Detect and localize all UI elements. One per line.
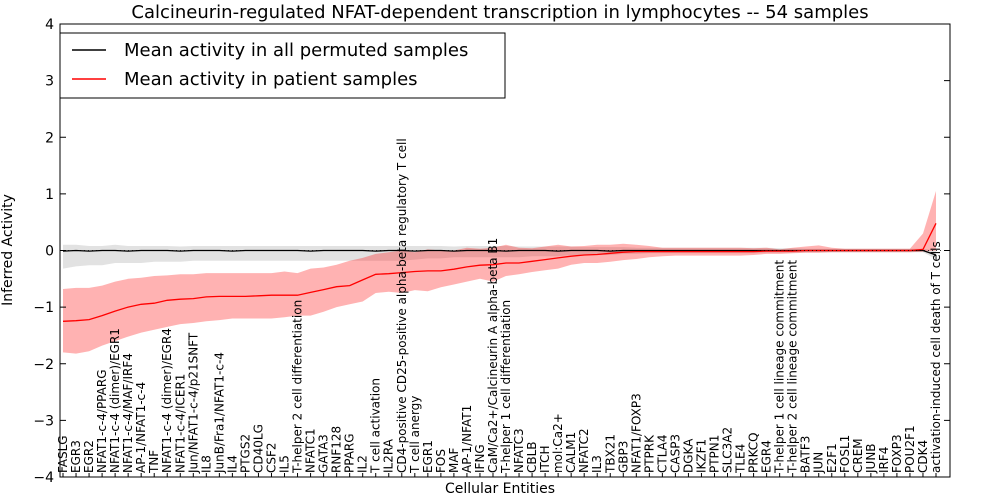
x-tick-label: PPARG [343,433,357,473]
x-tick-label: POU2F1 [903,425,917,473]
plot-area [59,23,951,478]
x-tick-label: AP-1/NFAT1 [460,405,474,473]
x-tick-label: CASP3 [668,434,682,473]
x-tick-label: FOS [434,449,448,473]
x-tick-label: CREM [851,438,865,473]
x-tick-label: T-helper 1 cell lineage commitment [773,260,787,474]
x-tick-label: IL3 [590,455,604,473]
x-tick-label: PTPRK [642,434,656,473]
legend-label-patient: Mean activity in patient samples [124,69,418,90]
y-tick-label: 3 [45,74,54,90]
x-tick-label: IRF4 [877,447,891,473]
y-tick-label: −1 [33,300,54,316]
x-tick-label: CTLA4 [655,434,669,473]
series-lines [60,223,950,322]
x-tick-label: CSF2 [264,442,278,473]
y-tick-label: 2 [45,130,54,146]
x-tick-label: CBLB [525,441,539,473]
legend-box [59,32,506,99]
x-tick-label: CD4-positive CD25-positive alpha-beta re… [395,138,409,473]
x-tick-label: JUN [812,452,826,474]
x-tick-labels: FASLG EGR3 EGR2 NFAT1-c-4/PPARG NFAT1-c-4 (d… [56,138,943,477]
band-patient [63,191,936,354]
x-axis-label: Cellular Entities [445,481,555,497]
y-tick-label: 0 [45,244,54,260]
series-line-patient [62,223,937,322]
x-tick-label: BATF3 [799,436,813,473]
x-tick-label: TNF [147,450,161,474]
chart-title: Calcineurin-regulated NFAT-dependent tra… [131,2,868,23]
x-tick-label: EGR4 [760,440,774,473]
x-tick-label: T-helper 2 cell lineage commitment [786,260,800,474]
legend: Mean activity in all permuted samples Me… [59,32,506,99]
x-tick-label: T cell activation [369,378,383,474]
x-tick-label: EGR3 [69,440,83,473]
x-tick-label: FASLG [56,435,70,473]
legend-label-permuted: Mean activity in all permuted samples [124,40,468,61]
x-tick-label: NFAT1-c-4 (dimer)/EGR1 [108,328,122,473]
x-tick-label: NFAT1-c-4/MAF/IRF4 [121,353,135,473]
x-tick-label: JunB/Fra1/NFAT1-c-4 [212,352,226,474]
x-tick-label: NFAT1-c-4/PPARG [95,369,109,473]
x-tick-label: EGR2 [82,440,96,473]
x-tick-label: NFAT1/FOXP3 [629,393,643,473]
x-tick-label: CDK4 [916,440,930,473]
x-tick-label: DGKA [681,438,695,473]
x-tick-label: NFATC2 [577,428,591,473]
x-tick-label: IFNG [473,444,487,473]
y-axis-label: Inferred Activity [0,194,16,306]
x-tick-label: PRKCQ [747,432,761,473]
x-tick-label: PTPN1 [707,435,721,473]
y-tick-label: −3 [33,413,54,429]
x-tick-label: activation-induced cell death of T cells [929,241,943,473]
x-tick-label: IL4 [225,455,239,473]
x-tick-label: IL2 [356,455,370,473]
y-tick-label: 4 [45,17,54,33]
x-tick-label: SLC3A2 [721,427,735,473]
x-tick-label: T-helper 2 cell differentiation [291,300,305,474]
x-tick-label: NFAT1-c-4/ICER1 [173,374,187,473]
x-tick-label: NFATC1 [304,428,318,473]
x-tick-label: IL2RA [382,438,396,473]
x-tick-label: AP-1/NFAT1-c-4 [134,382,148,473]
x-tick-label: Jun/NFAT1-c-4/p21SNFT [186,332,200,474]
x-tick-label: CaM/Ca2+/Calcineurin A alpha-beta B1 [486,238,500,473]
x-tick-label: MAF [447,447,461,473]
x-tick-label: NFATC3 [512,428,526,473]
x-tick-label: E2F1 [825,443,839,473]
x-tick-label: T-helper 1 cell differentiation [499,300,513,474]
x-tick-label: FOSL1 [838,435,852,473]
y-tick-label: −2 [33,357,54,373]
x-tick-label: GBP3 [616,441,630,473]
x-tick-label: T cell anergy [408,396,422,474]
y-tick-label: 1 [45,187,54,203]
x-tick-label: ITCH [538,445,552,473]
x-tick-label: TLE4 [734,444,748,474]
x-tick-label: TBX21 [603,434,617,474]
y-tick-labels: −4 −3 −2 −1 0 1 2 3 4 [33,17,950,486]
x-tick-label: RNF128 [330,426,344,473]
x-tick-label: GATA3 [317,434,331,473]
x-tick-label: mol:Ca2+ [551,413,565,473]
x-tick-label: CD40LG [251,424,265,473]
x-tick-label: NFAT1-c-4 (dimer)/EGR4 [160,328,174,473]
x-tick-label: IL8 [199,455,213,473]
x-tick-label: CALM1 [564,432,578,473]
x-tick-label: IL5 [278,455,292,473]
x-tick-label: IKZF1 [694,439,708,473]
x-tick-label: PTGS2 [238,434,252,473]
x-tick-label: EGR1 [421,440,435,473]
x-tick-label: JUNB [864,443,878,474]
y-tick-label: −4 [33,470,54,486]
x-tick-label: FOXP3 [890,434,904,473]
